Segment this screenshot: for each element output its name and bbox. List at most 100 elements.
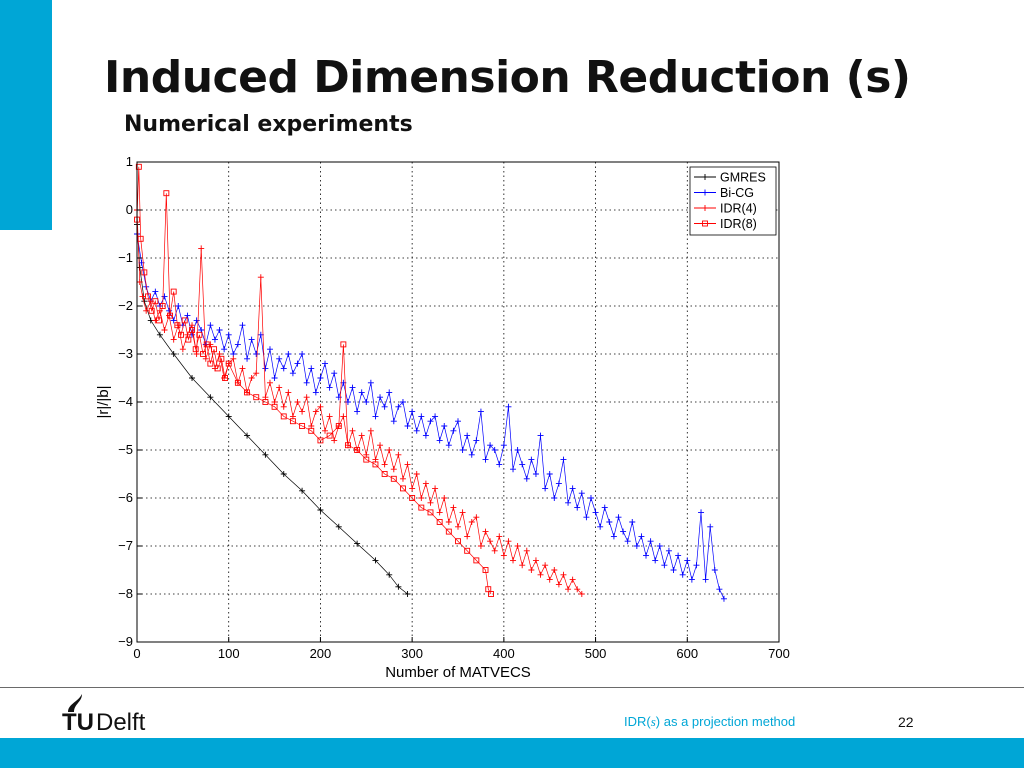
data-point-idr-8 [354, 447, 361, 453]
slide-subtitle: Numerical experiments [124, 112, 413, 137]
data-point-idr-4 [574, 586, 581, 593]
data-point-gmres [372, 557, 379, 564]
series-bi-cg [134, 231, 727, 602]
data-point-bi-cg [688, 576, 695, 583]
data-point-bi-cg [505, 403, 512, 410]
data-point-bi-cg [620, 528, 627, 535]
data-point-idr-4 [560, 571, 567, 578]
data-point-bi-cg [441, 423, 448, 429]
data-point-idr-4 [436, 509, 443, 516]
data-point-bi-cg [234, 341, 241, 348]
x-tick-label: 700 [768, 646, 790, 661]
data-point-idr-4 [207, 341, 214, 348]
convergence-chart: 0 100 200 300 400 500 600 700 1 0 −1 −2 −3 −4 −5 −6 −7 −8… [95, 154, 790, 680]
data-point-gmres [189, 375, 196, 381]
slide-title: Induced Dimension Reduction (s) [104, 52, 911, 103]
legend-entry: GMRES [720, 171, 766, 185]
data-point-idr-8 [192, 346, 199, 353]
data-point-bi-cg [679, 571, 686, 578]
data-point-gmres [225, 413, 232, 420]
legend-swatch-marker [702, 205, 708, 211]
data-point-bi-cg [661, 562, 668, 569]
footer-rule [0, 687, 1024, 688]
legend-entry: IDR(4) [720, 202, 757, 216]
data-point-bi-cg [528, 456, 535, 463]
data-point-bi-cg [459, 447, 466, 453]
data-point-bi-cg [266, 346, 273, 353]
data-point-bi-cg [308, 365, 315, 372]
data-point-idr-4 [500, 552, 507, 559]
data-point-bi-cg [432, 413, 439, 420]
data-point-idr-8 [400, 485, 406, 492]
data-point-idr-8 [137, 235, 144, 242]
data-point-bi-cg [262, 365, 269, 372]
y-tick-label: −9 [118, 634, 133, 649]
data-point-bi-cg [510, 466, 517, 473]
data-point-bi-cg [271, 375, 278, 381]
data-point-idr-4 [422, 480, 429, 487]
y-tick-label: −6 [118, 490, 133, 505]
x-axis-label: Number of MATVECS [385, 664, 531, 680]
data-point-idr-4 [248, 375, 255, 381]
data-point-idr-8 [211, 346, 217, 353]
data-point-idr-8 [482, 567, 489, 573]
data-point-bi-cg [455, 418, 461, 425]
data-point-bi-cg [427, 418, 434, 425]
page-number: 22 [898, 714, 914, 730]
logo-text-delft: Delft [96, 709, 146, 736]
data-point-bi-cg [193, 317, 200, 324]
x-tick-label: 500 [585, 646, 607, 661]
data-point-bi-cg [372, 413, 379, 420]
flame-icon [68, 694, 82, 712]
data-point-idr-4 [386, 447, 393, 453]
data-point-idr-4 [253, 370, 260, 377]
data-point-gmres [244, 432, 251, 439]
data-point-bi-cg [358, 389, 365, 396]
data-point-bi-cg [519, 461, 526, 468]
data-point-idr-8 [178, 331, 184, 338]
data-point-idr-4 [464, 533, 471, 540]
data-point-idr-8 [253, 394, 260, 401]
data-point-gmres [354, 540, 361, 547]
y-tick-label: −3 [118, 346, 133, 361]
data-point-idr-8 [271, 403, 278, 410]
data-point-bi-cg [720, 595, 727, 602]
data-point-bi-cg [294, 360, 301, 367]
data-point-bi-cg [514, 447, 521, 453]
data-point-bi-cg [312, 389, 319, 396]
data-point-bi-cg [537, 432, 544, 439]
data-point-bi-cg [225, 331, 232, 338]
data-point-idr-4 [399, 475, 406, 482]
data-point-idr-4 [528, 567, 535, 573]
data-point-idr-4 [514, 543, 521, 549]
series-line-gmres [136, 224, 408, 595]
data-point-idr-8 [326, 432, 333, 439]
data-point-bi-cg [638, 533, 645, 540]
series-layer [134, 163, 727, 602]
data-point-idr-8 [299, 423, 306, 429]
data-point-idr-4 [266, 379, 273, 386]
data-point-bi-cg [578, 490, 585, 497]
tick-labels: 0 100 200 300 400 500 600 700 1 0 −1 −2 −3 −4 −5 −6 −7 −8… [118, 154, 790, 661]
data-point-bi-cg [413, 427, 420, 434]
data-point-bi-cg [239, 322, 246, 329]
data-point-bi-cg [390, 418, 397, 425]
footer-variable: s [650, 714, 656, 729]
data-point-idr-4 [381, 461, 388, 468]
footer-suffix: ) as a projection method [655, 714, 796, 729]
data-point-idr-4 [409, 485, 416, 492]
data-point-bi-cg [606, 519, 613, 525]
data-point-idr-4 [395, 451, 402, 458]
data-point-idr-8 [340, 341, 347, 348]
data-point-bi-cg [684, 557, 691, 564]
data-point-idr-4 [294, 399, 301, 405]
x-tick-label: 100 [218, 646, 240, 661]
data-point-gmres [335, 523, 342, 530]
data-point-idr-8 [225, 360, 232, 367]
data-point-idr-4 [491, 547, 498, 554]
data-point-idr-8 [488, 591, 494, 597]
data-point-idr-4 [532, 557, 539, 564]
data-point-bi-cg [555, 480, 562, 487]
data-point-idr-8 [167, 312, 173, 319]
data-point-idr-8 [181, 317, 188, 324]
